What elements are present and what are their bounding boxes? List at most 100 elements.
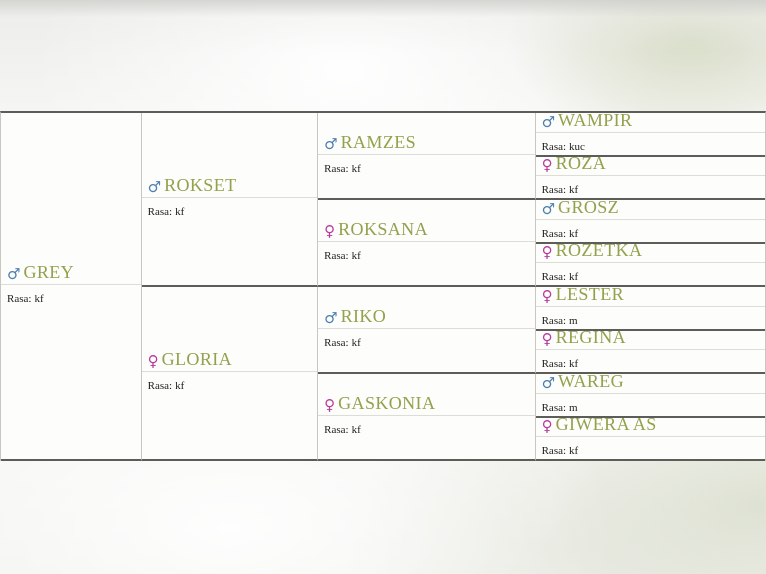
breed-row: Rasa: kf — [318, 155, 534, 199]
horse-name: GIWERA AS — [555, 417, 657, 435]
male-icon: ♂ — [541, 200, 556, 218]
horse-name-row: ♀ ROKSANA — [318, 200, 535, 242]
pedigree-cell-gloria: ♀ GLORIA Rasa: kf — [141, 287, 319, 461]
breed-value: kf — [569, 445, 579, 458]
breed-row: Rasa: kf — [536, 176, 765, 198]
pedigree-cell-lester: ♀ LESTER Rasa: m — [535, 287, 765, 331]
pedigree-cell-wareg: ♂ WAREG Rasa: m — [535, 374, 765, 418]
pedigree-cell-roza: ♀ RÓŻA Rasa: kf — [535, 156, 765, 200]
horse-name: GLORIA — [161, 349, 233, 370]
breed-row: Rasa: kf — [318, 329, 534, 373]
male-icon: ♂ — [7, 265, 21, 283]
horse-name: ROZETKA — [555, 243, 643, 261]
horse-name: GROSZ — [558, 200, 620, 217]
horse-name: GREY — [23, 262, 75, 283]
breed-value: kf — [569, 184, 579, 197]
horse-name-row: ♀ REGINA — [535, 330, 765, 351]
horse-name-row: ♂ RAMZES — [318, 113, 535, 155]
breed-label: Rasa: — [541, 314, 567, 327]
female-icon: ♀ — [541, 330, 553, 349]
horse-name-row: ♂ WAMPIR — [535, 113, 765, 133]
female-icon: ♀ — [541, 287, 553, 305]
horse-name-row: ♀ GASKONIA — [318, 374, 535, 416]
breed-label: Rasa: — [7, 293, 32, 305]
pedigree-cell-roksana: ♀ ROKSANA Rasa: kf — [318, 200, 536, 287]
female-icon: ♀ — [541, 417, 553, 436]
breed-value: kf — [351, 423, 361, 436]
pedigree-cell-wampir: ♂ WAMPIR Rasa: kuc — [535, 113, 765, 157]
pedigree-table: ♂ GREY Rasa: kf ♂ ROKSET Rasa: kf ♀ GLORIA… — [0, 111, 766, 461]
breed-label: Rasa: — [324, 249, 349, 262]
horse-name-row: ♀ GIWERA AS — [535, 417, 765, 438]
breed-row: Rasa: kf — [318, 242, 534, 286]
horse-name-row: ♀ ROZETKA — [535, 243, 765, 264]
breed-row: Rasa: m — [536, 394, 765, 416]
breed-value: m — [569, 314, 578, 327]
breed-value: kf — [569, 358, 579, 371]
breed-value: kf — [34, 293, 44, 305]
breed-row: Rasa: m — [536, 307, 765, 329]
male-icon: ♂ — [324, 134, 338, 153]
horse-name: ROKSANA — [338, 218, 428, 239]
male-icon: ♂ — [324, 308, 338, 327]
female-icon: ♀ — [324, 395, 336, 414]
breed-label: Rasa: — [147, 206, 173, 218]
breed-value: kf — [569, 227, 579, 240]
female-icon: ♀ — [147, 352, 159, 370]
female-icon: ♀ — [324, 221, 336, 240]
breed-row: Rasa: kuc — [536, 133, 765, 155]
female-icon: ♀ — [541, 156, 553, 175]
breed-label: Rasa: — [541, 358, 567, 371]
male-icon: ♂ — [541, 374, 556, 392]
breed-label: Rasa: — [541, 271, 567, 284]
horse-name: WAREG — [558, 374, 625, 391]
breed-label: Rasa: — [541, 184, 567, 197]
pedigree-cell-rozetka: ♀ ROZETKA Rasa: kf — [535, 243, 765, 287]
breed-row: Rasa: kf — [142, 198, 318, 285]
horse-name-row: ♂ GROSZ — [535, 200, 765, 220]
horse-name-row: ♀ RÓŻA — [535, 156, 765, 177]
female-icon: ♀ — [541, 243, 553, 262]
breed-label: Rasa: — [147, 380, 173, 392]
breed-value: m — [569, 401, 578, 414]
breed-value: kuc — [569, 140, 585, 153]
breed-value: kf — [175, 380, 185, 392]
horse-name: RÓŻA — [555, 156, 607, 174]
breed-value: kf — [351, 249, 361, 262]
breed-label: Rasa: — [324, 423, 349, 436]
horse-name: REGINA — [555, 330, 626, 348]
horse-name: WAMPIR — [558, 113, 633, 130]
breed-value: kf — [569, 271, 579, 284]
breed-label: Rasa: — [541, 445, 567, 458]
breed-row: Rasa: kf — [536, 263, 765, 285]
horse-name: RAMZES — [340, 131, 417, 152]
breed-label: Rasa: — [541, 140, 567, 153]
breed-label: Rasa: — [541, 227, 567, 240]
pedigree-cell-ramzes: ♂ RAMZES Rasa: kf — [318, 113, 536, 200]
breed-row: Rasa: kf — [1, 285, 141, 459]
horse-name-row: ♂ GREY — [1, 113, 141, 285]
male-icon: ♂ — [147, 178, 162, 196]
horse-name-row: ♂ WAREG — [535, 374, 765, 394]
breed-value: kf — [351, 162, 361, 175]
pedigree-cell-giwera-as: ♀ GIWERA AS Rasa: kf — [535, 417, 765, 461]
pedigree-cell-riko: ♂ RIKO Rasa: kf — [318, 287, 536, 374]
breed-label: Rasa: — [324, 162, 349, 175]
pedigree-cell-regina: ♀ REGINA Rasa: kf — [535, 330, 765, 374]
pedigree-cell-rokset: ♂ ROKSET Rasa: kf — [141, 113, 319, 287]
breed-row: Rasa: kf — [536, 220, 765, 242]
breed-label: Rasa: — [324, 336, 349, 349]
horse-name-row: ♀ LESTER — [535, 287, 765, 307]
pedigree-cell-grosz: ♂ GROSZ Rasa: kf — [535, 200, 765, 244]
breed-row: Rasa: kf — [318, 416, 534, 460]
male-icon: ♂ — [541, 113, 556, 131]
horse-name-row: ♀ GLORIA — [141, 287, 318, 372]
breed-row: Rasa: kf — [536, 350, 765, 372]
horse-name: ROKSET — [164, 175, 237, 196]
horse-name: RIKO — [340, 305, 387, 326]
horse-name-row: ♂ ROKSET — [141, 113, 318, 198]
pedigree-cell-grey: ♂ GREY Rasa: kf — [1, 113, 142, 461]
breed-row: Rasa: kf — [536, 437, 765, 459]
horse-name: LESTER — [555, 287, 624, 304]
pedigree-cell-gaskonia: ♀ GASKONIA Rasa: kf — [318, 374, 536, 461]
